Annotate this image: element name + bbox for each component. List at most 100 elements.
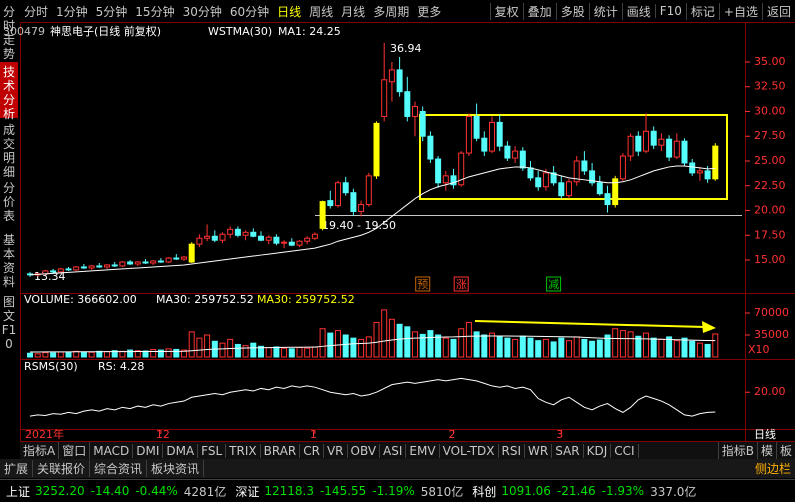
indicator-tab[interactable]: CCI	[611, 443, 639, 458]
toolbar-button[interactable]: 多股	[555, 2, 589, 20]
toolbar-tab[interactable]: 60分钟	[229, 4, 270, 19]
toolbar-button[interactable]: 叠加	[522, 2, 556, 20]
side-tab[interactable]: 分价表	[2, 181, 15, 223]
indicator-tab[interactable]: 指标A	[20, 442, 60, 459]
indicator-tab[interactable]: EMV	[406, 443, 440, 458]
volume-bar	[381, 309, 388, 358]
index-pct: -1.19%	[372, 484, 415, 498]
rsms-label: RSMS(30)	[24, 360, 78, 373]
candle-body	[134, 261, 141, 265]
index-change: -145.55	[319, 484, 367, 498]
toolbar-tab[interactable]: 1分钟	[56, 4, 88, 19]
toolbar-tab[interactable]: 日线	[277, 4, 302, 19]
candle-body	[604, 193, 611, 206]
toolbar-tab[interactable]: 月线	[341, 4, 366, 19]
index-price: 3252.20	[35, 484, 85, 498]
indicator-tab[interactable]: 板	[775, 442, 795, 459]
candle-body	[566, 181, 572, 197]
candle-body	[650, 130, 657, 146]
side-tab[interactable]: 分时走势	[2, 5, 15, 61]
candle-body	[404, 91, 411, 117]
toolbar-button[interactable]: 画线	[621, 2, 655, 20]
x-tick-label: 3	[556, 428, 563, 441]
indicator-tab[interactable]: 窗口	[59, 442, 91, 459]
side-tab[interactable]: 图文F10	[1, 295, 17, 351]
candle-body	[658, 138, 665, 146]
volume-bar	[504, 337, 511, 358]
status-tab[interactable]: 综合资讯	[90, 460, 148, 477]
toolbar-button[interactable]: 返回	[761, 2, 795, 20]
indicator-tab[interactable]: 指标B	[717, 442, 757, 459]
candle-body	[258, 235, 264, 241]
candle-body	[558, 182, 565, 197]
volume-bar	[88, 351, 95, 358]
candle-body	[373, 122, 380, 177]
candle-body	[535, 177, 542, 188]
chart: 300479 神思电子(日线 前复权) WSTMA(30) MA1: 24.25…	[3, 22, 795, 441]
candle-body	[242, 231, 249, 236]
indicator-tab[interactable]: DMI	[133, 443, 164, 458]
volume-bar	[350, 337, 357, 358]
y-tick-label: 27.50	[754, 129, 786, 142]
candle-body	[265, 236, 272, 241]
indicator-tab[interactable]: DMA	[163, 443, 199, 458]
volume-ma-line	[30, 335, 716, 353]
candle-body	[396, 69, 403, 93]
toolbar-tab[interactable]: 30分钟	[182, 4, 222, 19]
indicator-tab[interactable]: TRIX	[226, 443, 261, 458]
indicator-tab[interactable]: BRAR	[261, 443, 301, 458]
volume-bar	[658, 338, 665, 358]
candle-body	[496, 121, 503, 147]
indicator-tab[interactable]: FSL	[198, 443, 227, 458]
candle-body	[211, 235, 218, 241]
volume-ma-label: MA30: 259752.52	[156, 293, 254, 306]
rs-line	[29, 377, 716, 417]
indicator-tab[interactable]: OBV	[348, 443, 381, 458]
side-tab[interactable]: 基本资料	[2, 233, 15, 289]
volume-bar	[581, 338, 588, 358]
candle-body	[619, 155, 626, 180]
toolbar-button[interactable]: 标记	[685, 2, 719, 20]
indicator-tab[interactable]: WR	[525, 443, 553, 458]
peak-label: 36.94	[390, 42, 422, 55]
toolbar-button[interactable]: +自选	[718, 2, 762, 20]
toolbar-tab[interactable]: 更多	[417, 4, 442, 19]
toolbar-button[interactable]: 复权	[489, 2, 523, 20]
status-tab[interactable]: 板块资讯	[147, 460, 205, 477]
toolbar-tab[interactable]: 5分钟	[95, 4, 128, 19]
indicator-tab[interactable]: SAR	[552, 443, 584, 458]
indicator-tab[interactable]: ASI	[380, 443, 407, 458]
indicator-tab[interactable]: CR	[300, 443, 324, 458]
volume-bar	[150, 348, 157, 358]
volume-bar	[188, 331, 195, 358]
volume-bar	[57, 351, 64, 358]
toolbar-button[interactable]: 统计	[588, 2, 622, 20]
volume-bar	[319, 328, 326, 358]
toolbar-tab[interactable]: 15分钟	[135, 4, 175, 19]
index-change: -14.40	[90, 484, 130, 498]
indicator-tab[interactable]: 模	[756, 442, 776, 459]
toolbar-button[interactable]: F10	[654, 4, 686, 18]
ma-line	[29, 165, 716, 276]
toolbar-tab[interactable]: 多周期	[373, 4, 410, 19]
sidebar-button[interactable]: 侧边栏	[754, 462, 791, 476]
candle-body	[696, 170, 703, 174]
status-tab[interactable]: 关联报价	[33, 460, 91, 477]
side-tab[interactable]: 成交明细	[2, 123, 15, 179]
candle-body	[288, 241, 295, 246]
toolbar-tab[interactable]: 周线	[309, 4, 334, 19]
volume-bar	[635, 335, 642, 358]
toolbar-tab[interactable]: 分时	[24, 4, 49, 19]
signal-box	[546, 276, 562, 292]
side-tab[interactable]: 技术分析	[0, 62, 18, 121]
status-tab[interactable]: 扩展	[0, 460, 34, 477]
indicator-tab[interactable]: VOL-TDX	[440, 443, 499, 458]
candle-body	[296, 240, 303, 246]
volume-bar	[427, 330, 434, 358]
volume-bar	[489, 332, 495, 358]
indicator-tab[interactable]: KDJ	[584, 443, 612, 458]
indicator-tab[interactable]: MACD	[90, 443, 134, 458]
indicator-tab[interactable]: VR	[324, 443, 348, 458]
volume-bar	[296, 347, 303, 358]
indicator-tab[interactable]: RSI	[499, 443, 526, 458]
